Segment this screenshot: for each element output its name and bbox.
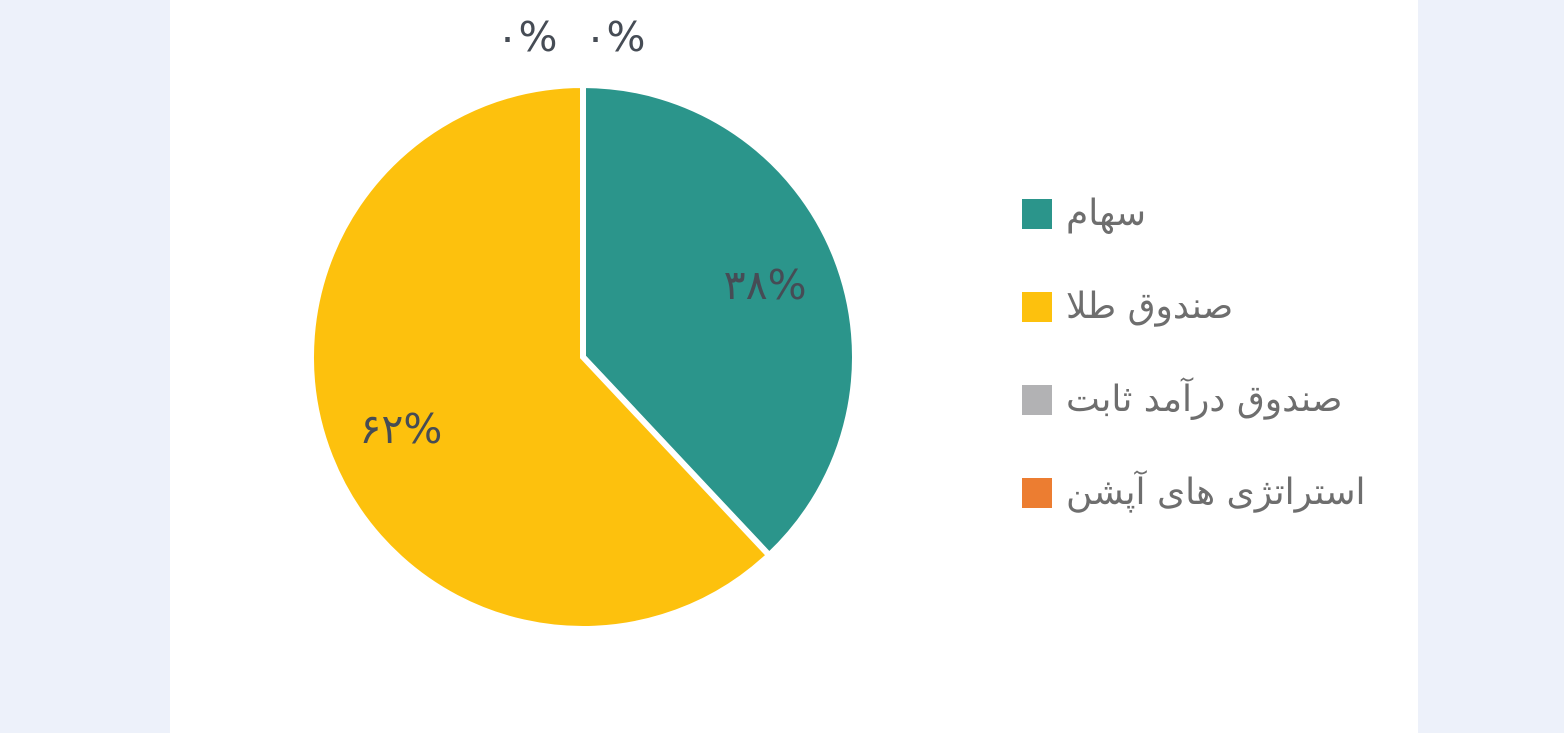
zero-value-label: ۰%: [497, 13, 558, 61]
legend-swatch-icon: [1022, 198, 1052, 229]
legend-label: صندوق درآمد ثابت: [1066, 378, 1343, 420]
legend-label: استراتژی های آپشن: [1066, 471, 1366, 513]
legend-item-gold-fund: صندوق طلا: [1022, 260, 1366, 353]
legend-swatch-icon: [1022, 477, 1052, 508]
legend-label: صندوق طلا: [1066, 285, 1234, 327]
slice-value-label: ۳۸%: [724, 261, 807, 309]
legend-label: سهام: [1066, 192, 1147, 234]
slice-value-label: ۶۲%: [359, 405, 442, 453]
zero-value-label: ۰%: [585, 13, 646, 61]
chart-legend: سهام صندوق طلا صندوق درآمد ثابت استراتژی…: [1022, 167, 1366, 539]
pie-slice-0: [580, 81, 858, 560]
pie-slice-1: [308, 81, 774, 632]
legend-item-option-strategies: استراتژی های آپشن: [1022, 446, 1366, 539]
right-margin-panel: [1418, 0, 1564, 733]
legend-swatch-icon: [1022, 291, 1052, 322]
legend-item-stocks: سهام: [1022, 167, 1366, 260]
legend-swatch-icon: [1022, 384, 1052, 415]
left-margin-panel: [0, 0, 170, 733]
legend-item-fixed-income-fund: صندوق درآمد ثابت: [1022, 353, 1366, 446]
